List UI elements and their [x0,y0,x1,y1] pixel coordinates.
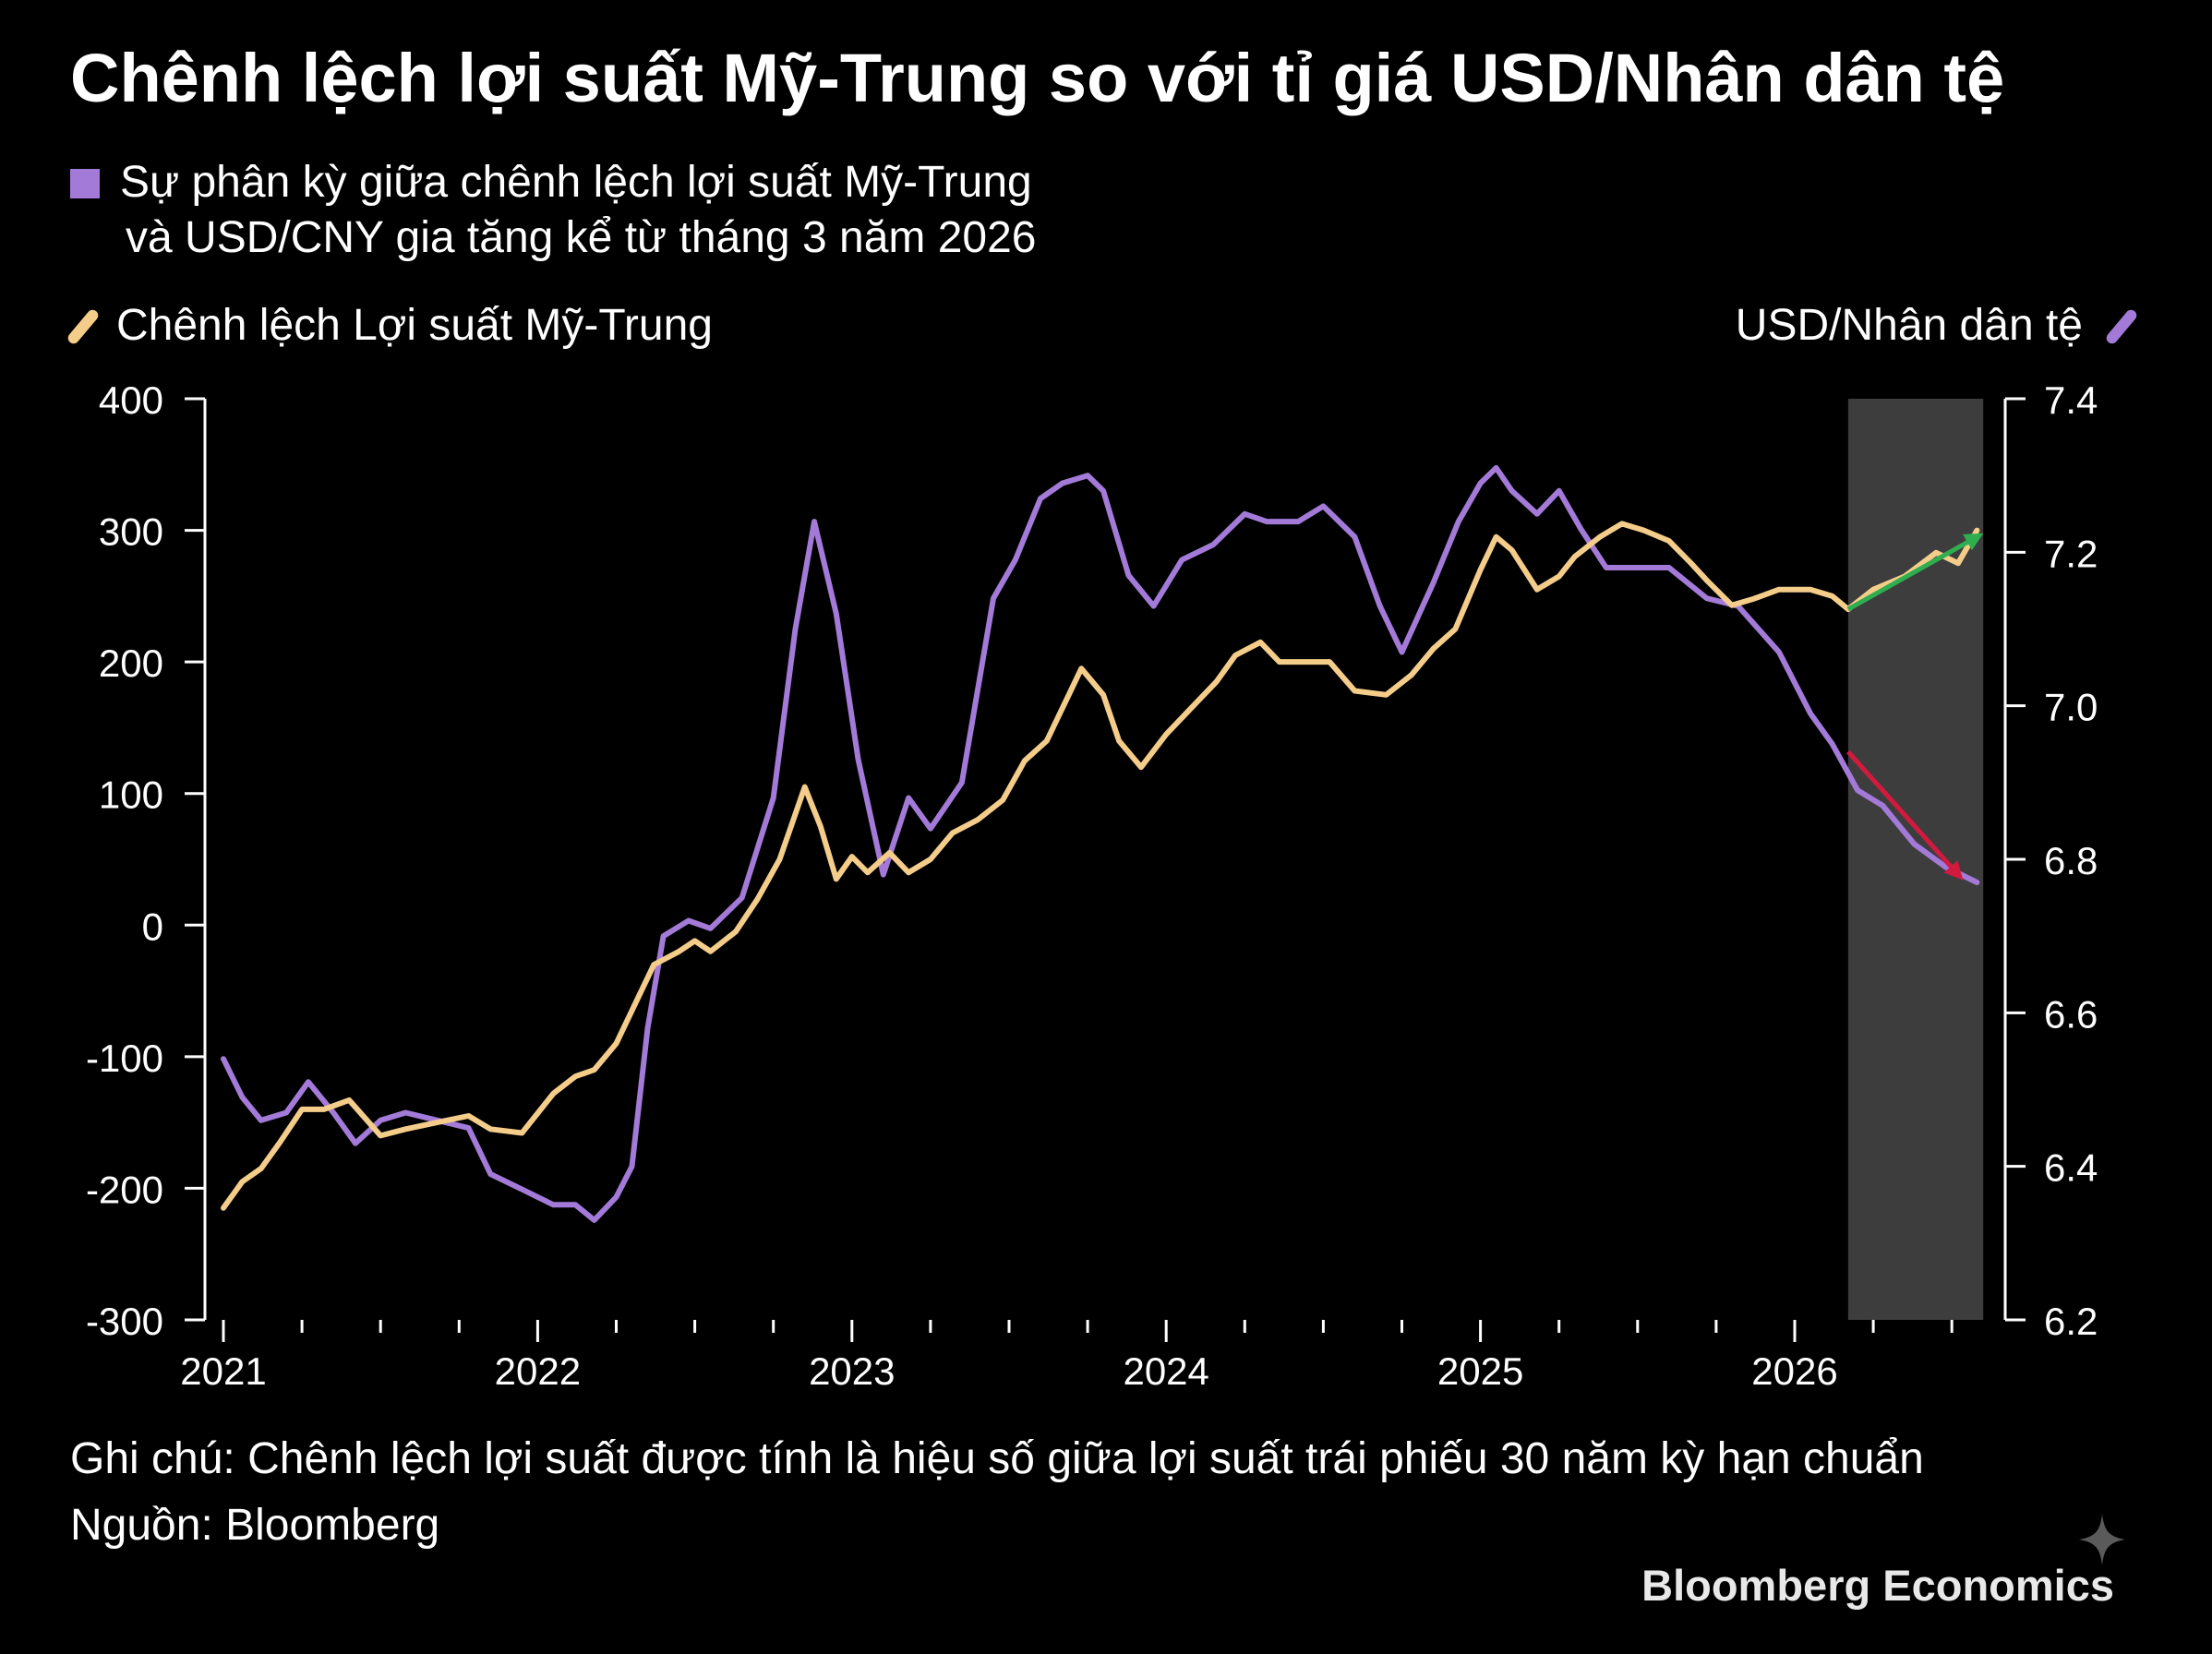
left-tick-label: 100 [99,773,163,817]
line-chart: 400 300 200 100 0 -100 -200 -300 7.4 7.2 7.0 6.8 6.6… [86,378,2098,1393]
source-line: Nguồn: Bloomberg [70,1501,440,1550]
series-line-usdcny [221,464,1980,1223]
footnote: Ghi chú: Chênh lệch lợi suất được tính l… [70,1434,1924,1483]
chart-title: Chênh lệch lợi suất Mỹ-Trung so với tỉ g… [70,40,2005,116]
trend-arrow-up [1846,533,1984,612]
subtitle-line-2: và USD/CNY gia tăng kể từ tháng 3 năm 20… [126,213,1037,262]
x-tick-label: 2026 [1751,1349,1837,1393]
right-tick-label: 7.0 [2044,686,2098,729]
left-tick-label: 300 [99,510,163,554]
trend-arrow-down [1846,749,1964,881]
left-tick-label: -200 [86,1168,163,1211]
x-tick-label: 2022 [495,1349,581,1393]
right-tick-label: 6.6 [2044,992,2098,1036]
right-tick-label: 6.4 [2044,1146,2098,1190]
series-line-spread [221,521,1980,1211]
legend-usdcny-label: USD/Nhân dân tệ [1735,301,2083,350]
subtitle-line-1: Sự phân kỳ giữa chênh lệch lợi suất Mỹ-T… [120,158,1032,207]
left-tick-label: 400 [99,378,163,422]
x-tick-label: 2024 [1123,1349,1208,1393]
right-tick-label: 7.2 [2044,532,2098,575]
legend-spread: Chênh lệch Lợi suất Mỹ-Trung [66,300,713,351]
left-tick-label: -100 [86,1037,163,1080]
right-tick-label: 6.2 [2044,1300,2098,1343]
sparkle-icon [2079,1514,2125,1565]
left-tick-label: -300 [86,1300,163,1343]
legend-usdcny: USD/Nhân dân tệ [1735,300,2139,351]
right-tick-label: 7.4 [2044,378,2098,422]
legend-spread-label: Chênh lệch Lợi suất Mỹ-Trung [116,301,713,350]
left-tick-label: 0 [142,905,163,948]
shaded-period [1847,399,1984,1320]
x-tick-label: 2021 [180,1349,266,1393]
x-tick-label: 2023 [809,1349,895,1393]
x-tick-label: 2025 [1437,1349,1523,1393]
chart-subtitle: Sự phân kỳ giữa chênh lệch lợi suất Mỹ-T… [70,155,1036,266]
brand-logo-text: Bloomberg Economics [1641,1561,2114,1610]
left-tick-label: 200 [99,641,163,685]
right-tick-label: 6.8 [2044,839,2098,882]
subtitle-swatch [70,169,100,198]
